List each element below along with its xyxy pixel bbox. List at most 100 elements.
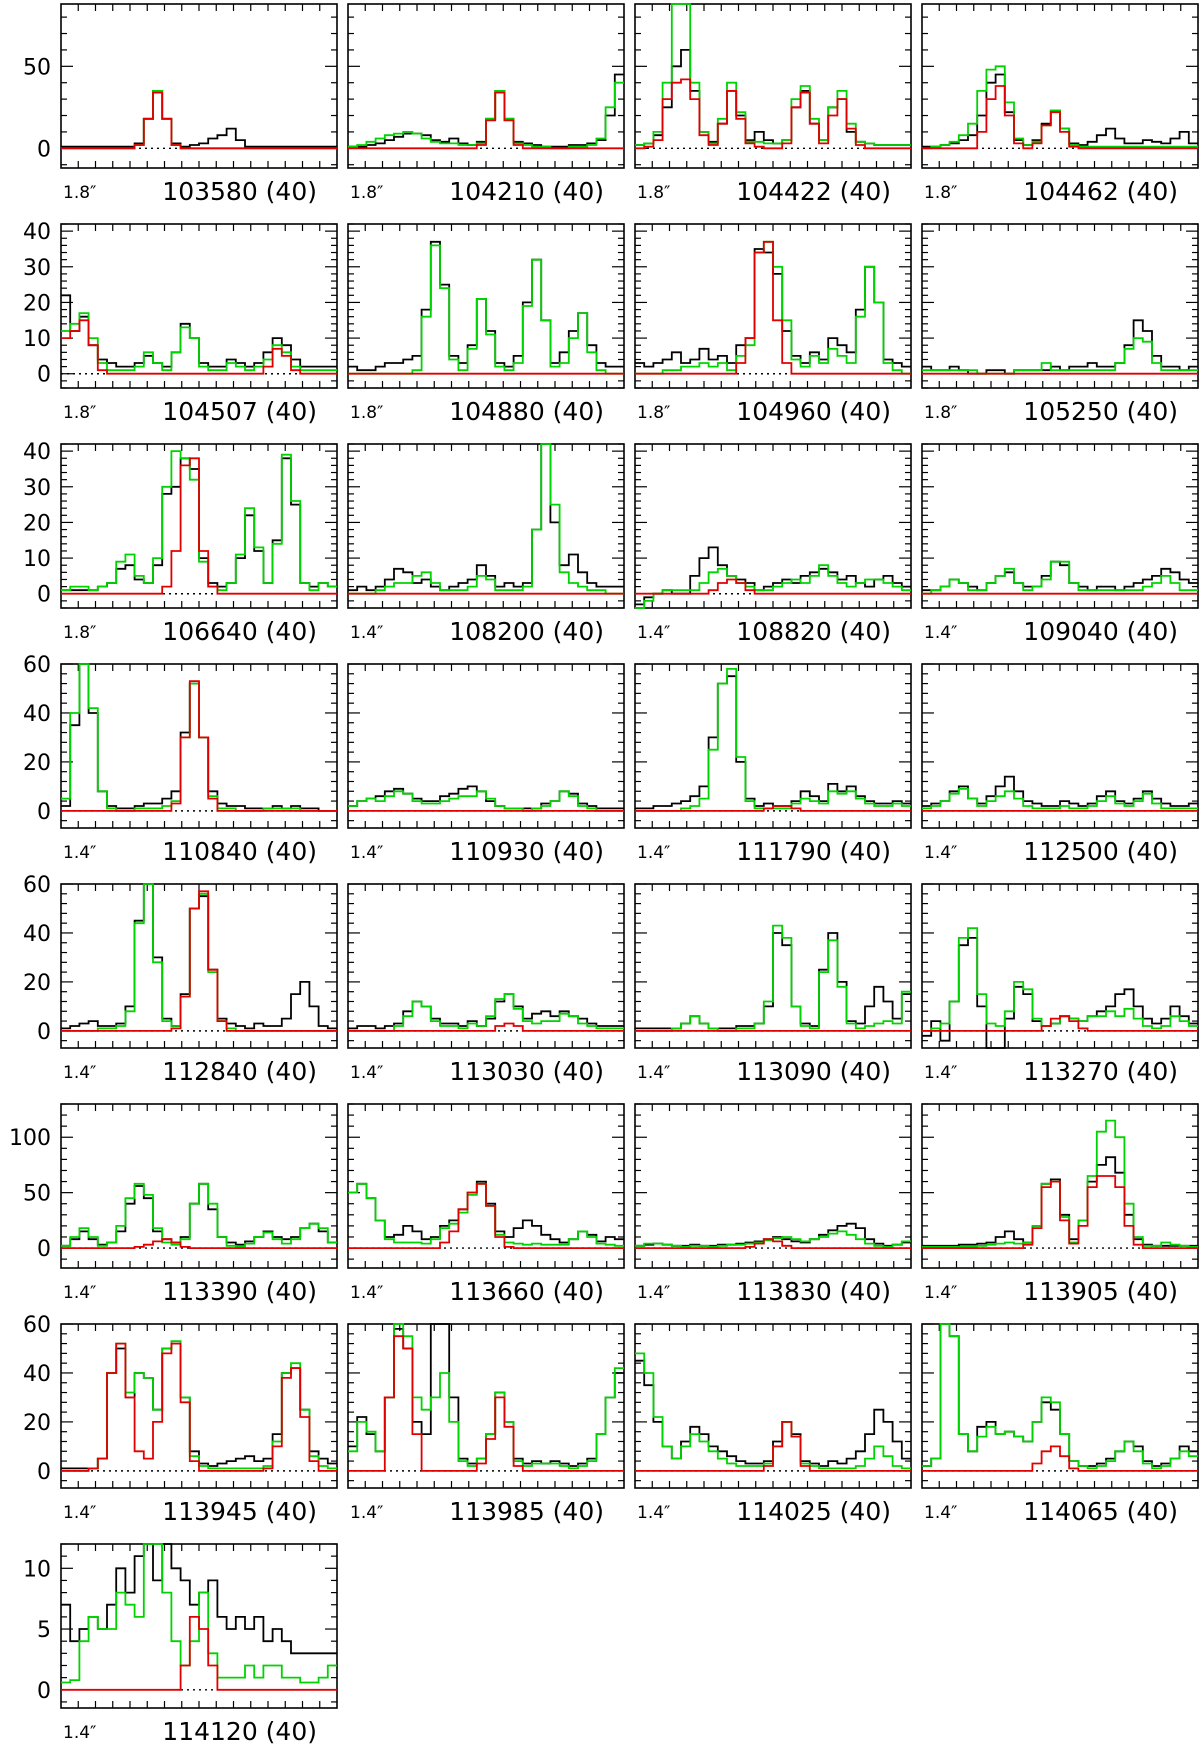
y-tick-label: 40 (23, 702, 51, 727)
resolution-label: 1.8″ (350, 403, 383, 423)
spectrum-panel: 1.4″ 113090 (40) (634, 883, 912, 1086)
y-tick-label: 50 (23, 55, 51, 80)
spectrum-panel: 0 20 40 60 1.4″ 113945 (40) (23, 1313, 338, 1526)
series-line-green (922, 560, 1198, 595)
series-line-green (348, 993, 624, 1032)
series-line-green (635, 564, 911, 609)
y-tick-label: 40 (23, 922, 51, 947)
resolution-label: 1.4″ (350, 1503, 383, 1523)
frequency-label: 114120 (40) (162, 1717, 317, 1746)
resolution-label: 1.4″ (924, 1283, 957, 1303)
y-tick-label: 0 (37, 1020, 51, 1045)
y-tick-label: 20 (23, 1411, 51, 1436)
y-tick-label: 60 (23, 653, 51, 678)
spectrum-panel: 0 50 100 1.4″ 113390 (40) (9, 1103, 338, 1306)
y-tick-label: 10 (23, 1557, 51, 1582)
resolution-label: 1.4″ (924, 843, 957, 863)
resolution-label: 1.4″ (63, 1503, 96, 1523)
series-line-green (348, 790, 624, 812)
spectrum-panel: 1.4″ 108200 (40) (347, 443, 625, 646)
series-line-green (61, 450, 337, 592)
y-tick-label: 40 (23, 440, 51, 465)
resolution-label: 1.4″ (924, 1063, 957, 1083)
frequency-label: 108200 (40) (449, 617, 604, 646)
series-line-red (922, 1015, 1198, 1032)
spectrum-panel: 1.4″ 113830 (40) (634, 1103, 912, 1306)
frequency-label: 104210 (40) (449, 177, 604, 206)
series-line-red (348, 1022, 624, 1032)
y-tick-label: 0 (37, 1460, 51, 1485)
series-line-red (61, 1616, 337, 1691)
resolution-label: 1.4″ (63, 1283, 96, 1303)
resolution-label: 1.4″ (637, 1063, 670, 1083)
series-line-green (61, 90, 337, 150)
series-line-green (635, 240, 911, 375)
series-line-red (61, 1238, 337, 1249)
y-tick-label: 0 (37, 1237, 51, 1262)
y-tick-label: 0 (37, 1679, 51, 1704)
spectrum-panel: 1.8″ 104210 (40) (347, 3, 625, 206)
spectrum-panel: 0 50 1.8″ 103580 (40) (23, 3, 338, 206)
spectrum-panel: 1.4″ 113985 (40) (347, 1323, 625, 1526)
resolution-label: 1.4″ (63, 1063, 96, 1083)
series-line-black (922, 775, 1198, 807)
frequency-label: 114025 (40) (736, 1497, 891, 1526)
y-tick-label: 0 (37, 137, 51, 162)
series-line-black (635, 546, 911, 606)
resolution-label: 1.8″ (63, 403, 96, 423)
y-tick-label: 0 (37, 583, 51, 608)
frequency-label: 103580 (40) (162, 177, 317, 206)
resolution-label: 1.4″ (63, 1723, 96, 1743)
resolution-label: 1.8″ (924, 183, 957, 203)
series-line-green (635, 3, 911, 146)
spectrum-panel: 1.8″ 104880 (40) (347, 223, 625, 426)
frequency-label: 113090 (40) (736, 1057, 891, 1086)
series-line-black (635, 49, 911, 146)
y-tick-label: 10 (23, 327, 51, 352)
frequency-label: 104960 (40) (736, 397, 891, 426)
panel-frame (347, 443, 625, 609)
series-line-green (61, 1543, 337, 1684)
series-line-green (922, 65, 1198, 150)
series-line-red (61, 457, 337, 595)
series-line-black (635, 675, 911, 810)
frequency-label: 105250 (40) (1023, 397, 1178, 426)
series-line-black (922, 560, 1198, 592)
series-line-black (635, 1222, 911, 1247)
frequency-label: 113660 (40) (449, 1277, 604, 1306)
series-line-green (635, 668, 911, 812)
frequency-label: 113905 (40) (1023, 1277, 1178, 1306)
series-line-red (635, 78, 911, 150)
resolution-label: 1.4″ (350, 843, 383, 863)
series-line-red (348, 1335, 624, 1472)
spectrum-panel: 1.4″ 113270 (40) (921, 883, 1199, 1086)
spectrum-panel: 1.4″ 108820 (40) (634, 443, 912, 646)
spectrum-panel: 1.4″ 112500 (40) (921, 663, 1199, 866)
y-tick-label: 0 (37, 363, 51, 388)
frequency-label: 104422 (40) (736, 177, 891, 206)
resolution-label: 1.4″ (350, 1063, 383, 1083)
series-line-black (348, 443, 624, 592)
frequency-label: 113985 (40) (449, 1497, 604, 1526)
series-line-red (922, 1175, 1198, 1249)
spectrum-panel: 1.8″ 104960 (40) (634, 223, 912, 426)
y-tick-label: 60 (23, 1313, 51, 1338)
frequency-label: 106640 (40) (162, 617, 317, 646)
y-tick-label: 20 (23, 511, 51, 536)
spectrum-panel: 1.4″ 111790 (40) (634, 663, 912, 866)
series-line-black (922, 319, 1198, 375)
series-line-green (922, 927, 1198, 1032)
spectrum-panel: 1.4″ 114065 (40) (921, 1323, 1199, 1526)
series-line-red (61, 890, 337, 1032)
series-line-red (61, 91, 337, 150)
series-line-red (635, 1238, 911, 1249)
y-tick-label: 40 (23, 220, 51, 245)
spectrum-panel: 1.4″ 113905 (40) (921, 1103, 1199, 1306)
spectrum-panel: 0 10 20 30 40 1.8″ 104507 (40) (23, 220, 338, 426)
frequency-label: 113945 (40) (162, 1497, 317, 1526)
frequency-label: 111790 (40) (736, 837, 891, 866)
series-line-red (348, 91, 624, 150)
resolution-label: 1.8″ (637, 403, 670, 423)
series-line-black (922, 1323, 1198, 1467)
